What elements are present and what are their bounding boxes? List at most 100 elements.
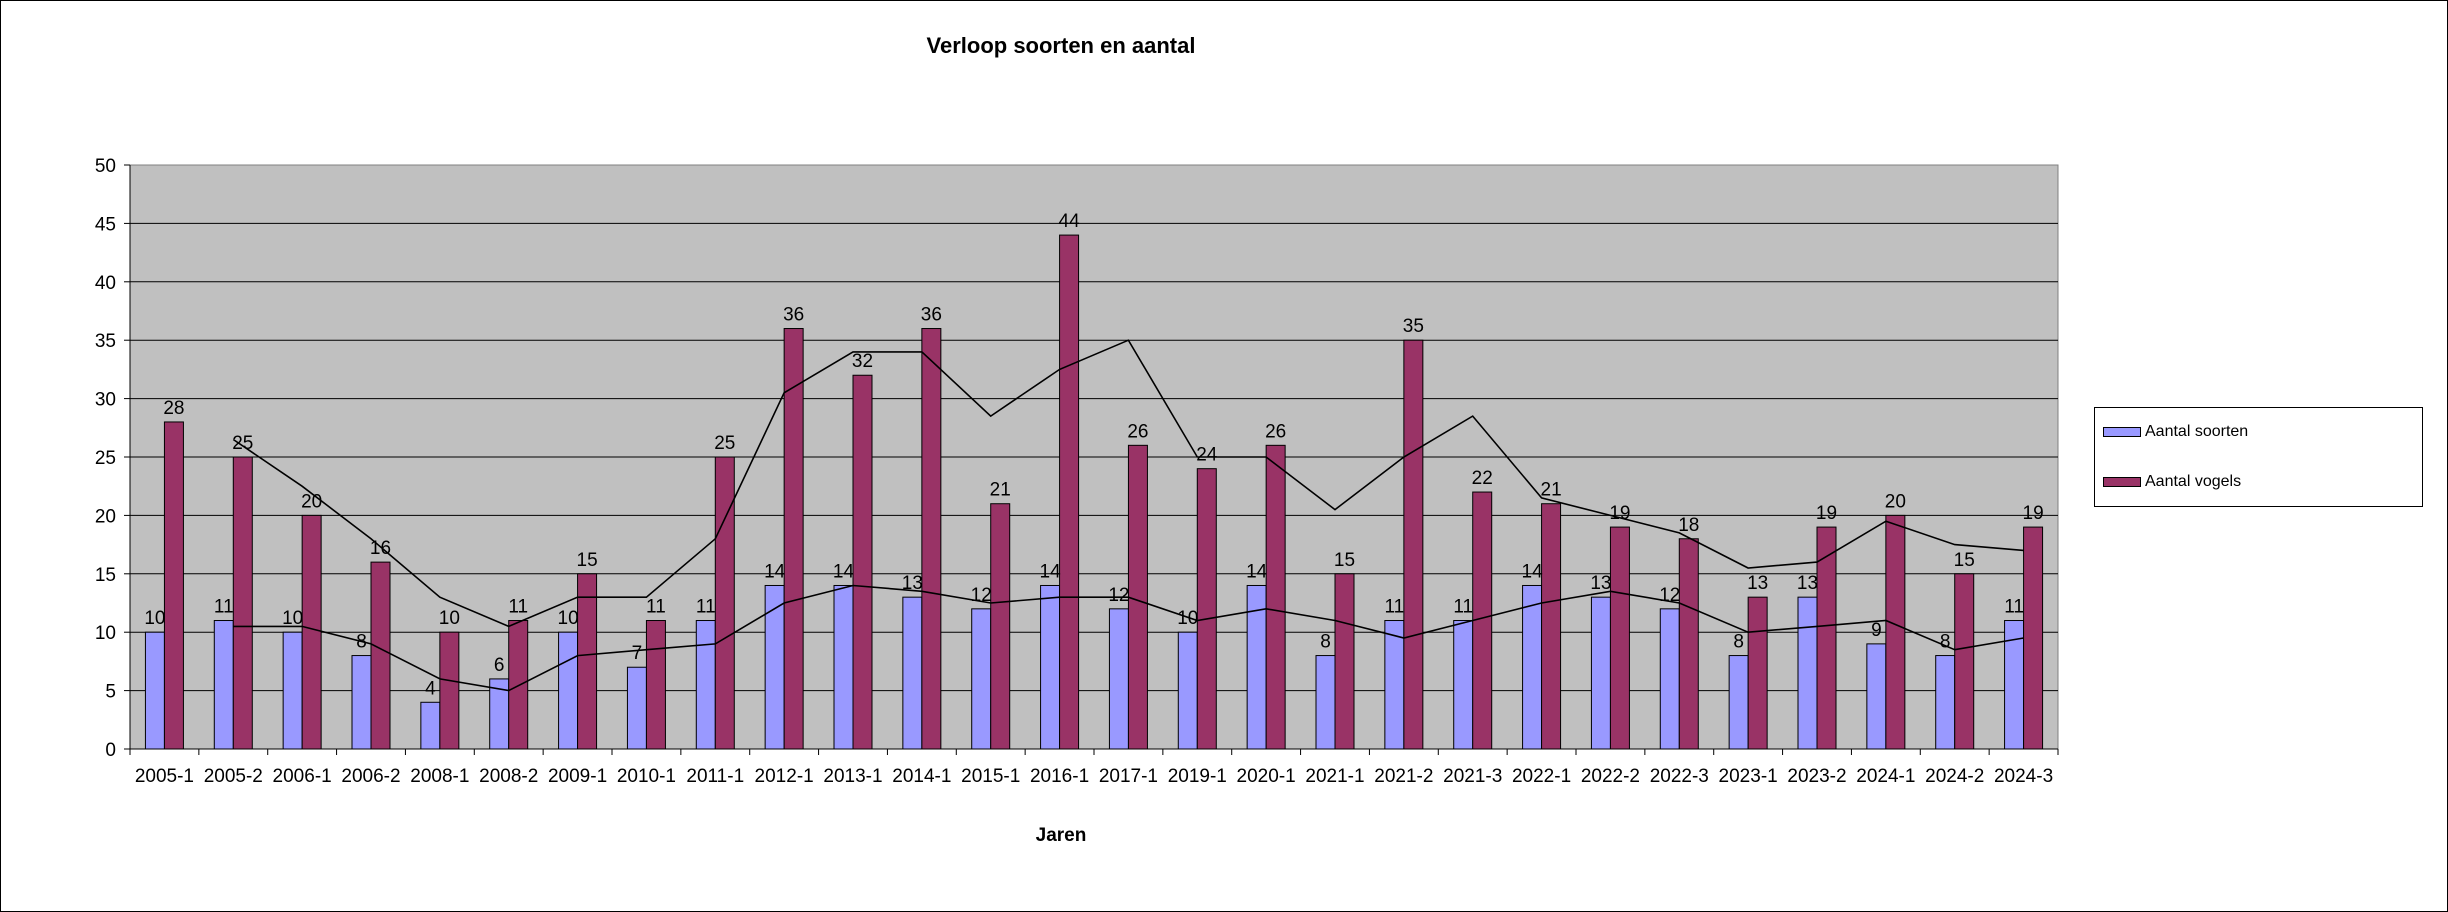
data-label-series-1: 14 xyxy=(1246,561,1268,582)
bar-series-2 xyxy=(783,328,804,750)
data-label-series-1: 11 xyxy=(2004,597,2024,618)
x-tick-label: 2014-1 xyxy=(892,766,951,787)
data-label-series-2: 25 xyxy=(714,433,735,454)
legend-label-series-2: Aantal vogels xyxy=(2145,473,2242,490)
data-label-series-2: 19 xyxy=(1816,503,1837,524)
data-label-series-2: 11 xyxy=(508,597,528,618)
data-label-series-1: 13 xyxy=(902,573,923,594)
data-label-series-2: 26 xyxy=(1127,421,1148,442)
bar-series-2 xyxy=(1816,526,1837,750)
bar-series-2 xyxy=(921,328,942,750)
bar-series-2 xyxy=(1127,444,1148,750)
data-label-series-2: 19 xyxy=(2023,503,2044,524)
x-tick-label: 2024-1 xyxy=(1856,766,1915,787)
data-label-series-1: 8 xyxy=(1320,632,1331,653)
bar-series-1 xyxy=(558,631,579,750)
data-label-series-2: 36 xyxy=(783,305,804,326)
data-label-series-2: 11 xyxy=(646,597,666,618)
bar-series-1 xyxy=(420,701,441,750)
data-label-series-2: 35 xyxy=(1403,316,1424,337)
data-label-series-2: 13 xyxy=(1747,573,1768,594)
y-tick-label: 15 xyxy=(95,565,116,586)
bar-series-2 xyxy=(577,573,598,750)
data-label-series-1: 10 xyxy=(144,608,165,629)
bar-series-1 xyxy=(1315,655,1336,750)
x-tick-label: 2021-3 xyxy=(1443,766,1502,787)
bar-series-2 xyxy=(852,374,873,750)
data-label-series-2: 19 xyxy=(1609,503,1630,524)
y-tick-label: 20 xyxy=(95,506,116,527)
x-tick-label: 2008-1 xyxy=(410,766,469,787)
data-label-series-1: 10 xyxy=(282,608,303,629)
y-tick-label: 0 xyxy=(105,740,116,761)
bar-series-2 xyxy=(1678,538,1699,750)
y-tick-label: 10 xyxy=(95,623,116,644)
bar-series-1 xyxy=(902,596,923,750)
data-label-series-1: 4 xyxy=(425,678,436,699)
bar-series-1 xyxy=(833,584,854,750)
x-tick-label: 2021-2 xyxy=(1374,766,1433,787)
bar-series-1 xyxy=(971,608,992,750)
bar-series-1 xyxy=(282,631,303,750)
bar-series-1 xyxy=(1659,608,1680,750)
y-tick-label: 5 xyxy=(105,682,116,703)
x-tick-label: 2009-1 xyxy=(548,766,607,787)
data-label-series-1: 10 xyxy=(558,608,579,629)
data-label-series-1: 10 xyxy=(1177,608,1198,629)
bar-series-1 xyxy=(1935,655,1956,750)
data-label-series-2: 25 xyxy=(232,433,253,454)
x-tick-label: 2021-1 xyxy=(1305,766,1364,787)
bar-series-1 xyxy=(764,584,785,750)
bar-series-2 xyxy=(1334,573,1355,750)
data-label-series-1: 14 xyxy=(1040,561,1062,582)
x-tick-label: 2005-1 xyxy=(135,766,194,787)
data-label-series-1: 13 xyxy=(1797,573,1818,594)
bar-series-2 xyxy=(508,620,529,750)
x-tick-label: 2016-1 xyxy=(1030,766,1089,787)
bar-series-1 xyxy=(1797,596,1818,750)
bar-series-2 xyxy=(1541,503,1562,750)
trendline-series-2 xyxy=(232,339,2024,628)
data-label-series-2: 44 xyxy=(1059,211,1081,232)
data-label-series-2: 21 xyxy=(990,480,1011,501)
data-label-series-1: 9 xyxy=(1871,620,1882,641)
bar-series-2 xyxy=(645,620,666,750)
x-tick-label: 2020-1 xyxy=(1237,766,1296,787)
data-label-series-2: 20 xyxy=(301,491,322,512)
trendline-series-1 xyxy=(233,584,2024,692)
legend-item-series-1: Aantal soorten xyxy=(2103,422,2248,442)
chart-title: Verloop soorten en aantal xyxy=(926,33,1196,58)
bar-series-2 xyxy=(1196,468,1217,750)
x-tick-label: 2023-2 xyxy=(1787,766,1846,787)
data-label-series-2: 20 xyxy=(1885,491,1906,512)
bar-series-1 xyxy=(1590,596,1611,750)
data-label-series-2: 18 xyxy=(1678,515,1699,536)
data-label-series-2: 26 xyxy=(1265,421,1286,442)
x-tick-label: 2013-1 xyxy=(823,766,882,787)
x-axis-title: Jaren xyxy=(1035,825,1087,846)
data-label-series-1: 11 xyxy=(1384,597,1404,618)
bar-series-1 xyxy=(351,655,372,750)
data-label-series-1: 8 xyxy=(356,632,367,653)
bar-series-2 xyxy=(370,561,391,750)
bar-series-1 xyxy=(1108,608,1129,750)
bar-series-2 xyxy=(232,456,253,750)
x-tick-label: 2011-1 xyxy=(686,766,744,787)
x-tick-label: 2019-1 xyxy=(1168,766,1227,787)
legend-item-series-2: Aantal vogels xyxy=(2103,472,2241,492)
bar-series-2 xyxy=(990,503,1011,750)
data-label-series-2: 22 xyxy=(1472,468,1493,489)
y-tick-label: 25 xyxy=(95,448,116,469)
bar-series-2 xyxy=(301,514,322,750)
data-label-series-1: 12 xyxy=(1108,585,1129,606)
data-label-series-1: 11 xyxy=(214,597,234,618)
y-tick-label: 35 xyxy=(95,331,116,352)
data-label-series-2: 15 xyxy=(577,550,598,571)
data-label-series-1: 14 xyxy=(833,561,855,582)
data-label-series-1: 8 xyxy=(1940,632,1951,653)
bar-series-1 xyxy=(1866,643,1887,750)
x-tick-label: 2010-1 xyxy=(617,766,676,787)
bar-series-1 xyxy=(1040,584,1061,750)
bar-series-2 xyxy=(1403,339,1424,750)
